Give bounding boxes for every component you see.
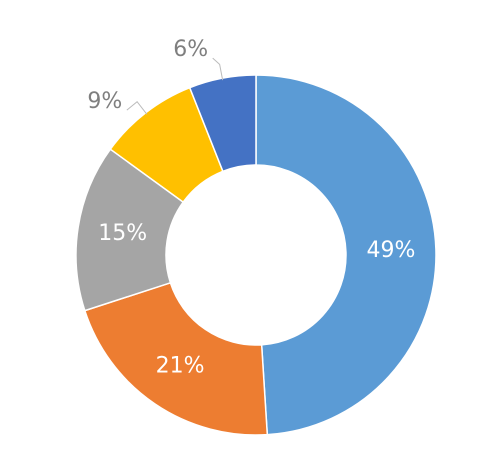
leader-line: [126, 100, 148, 115]
data-label: 15%: [98, 221, 147, 246]
donut-slice: [255, 74, 437, 436]
leader-line: [212, 57, 224, 81]
data-label: 49%: [366, 238, 415, 263]
data-label: 9%: [87, 89, 122, 114]
donut-slice: [188, 74, 257, 173]
donut-slice: [75, 148, 185, 312]
donut-slice: [83, 281, 269, 436]
data-label: 21%: [156, 354, 205, 379]
data-label: 6%: [173, 37, 208, 62]
